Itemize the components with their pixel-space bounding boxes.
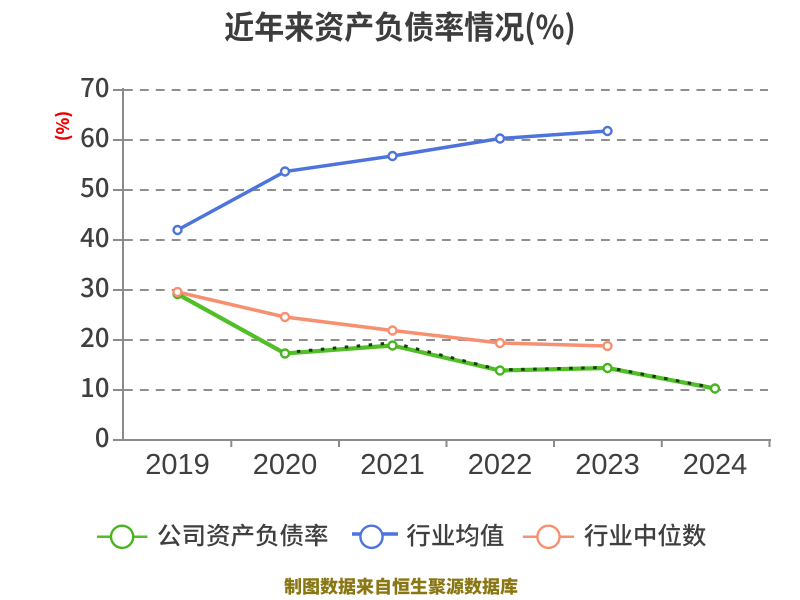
svg-text:2021: 2021 — [360, 449, 425, 481]
svg-text:2023: 2023 — [575, 449, 640, 481]
svg-text:2024: 2024 — [683, 449, 748, 481]
svg-text:2020: 2020 — [253, 449, 318, 481]
svg-text:2019: 2019 — [145, 449, 210, 481]
svg-text:2022: 2022 — [468, 449, 533, 481]
